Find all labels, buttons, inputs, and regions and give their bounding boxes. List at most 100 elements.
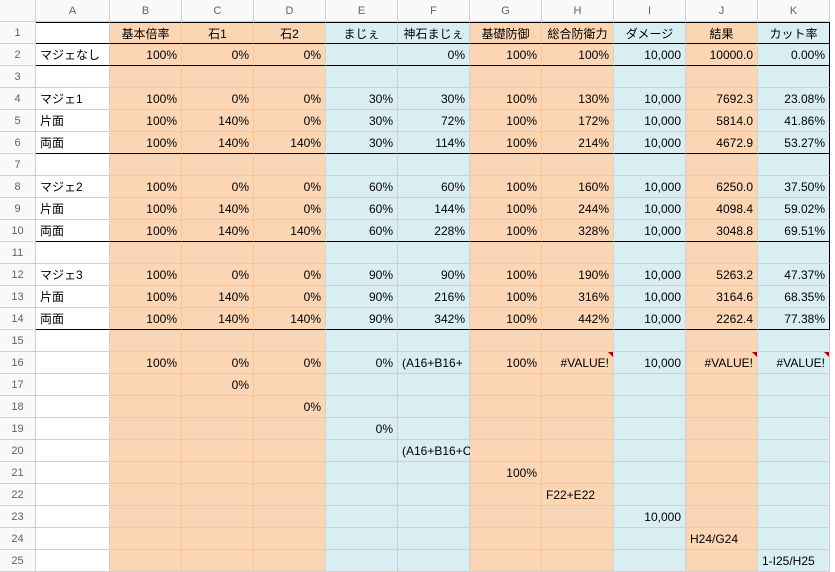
cell-K7[interactable] <box>758 154 830 176</box>
cell-C1[interactable]: 石1 <box>182 22 254 44</box>
cell-C18[interactable] <box>182 396 254 418</box>
row-header-19[interactable]: 19 <box>0 418 36 440</box>
cell-H13[interactable]: 316% <box>542 286 614 308</box>
cell-B21[interactable] <box>110 462 182 484</box>
cell-H5[interactable]: 172% <box>542 110 614 132</box>
row-header-20[interactable]: 20 <box>0 440 36 462</box>
cell-H18[interactable] <box>542 396 614 418</box>
spreadsheet-grid[interactable]: ABCDEFGHIJK1基本倍率石1石2まじぇ神石まじぇ基礎防御総合防衛力ダメー… <box>0 0 835 572</box>
cell-A24[interactable] <box>36 528 110 550</box>
row-header-24[interactable]: 24 <box>0 528 36 550</box>
cell-D14[interactable]: 140% <box>254 308 326 330</box>
cell-J19[interactable] <box>686 418 758 440</box>
cell-D10[interactable]: 140% <box>254 220 326 242</box>
row-header-25[interactable]: 25 <box>0 550 36 572</box>
row-header-11[interactable]: 11 <box>0 242 36 264</box>
cell-J24[interactable]: H24/G24 <box>686 528 758 550</box>
cell-E9[interactable]: 60% <box>326 198 398 220</box>
cell-K16[interactable]: #VALUE! <box>758 352 830 374</box>
cell-K25[interactable]: 1-I25/H25 <box>758 550 830 572</box>
cell-C23[interactable] <box>182 506 254 528</box>
cell-H23[interactable] <box>542 506 614 528</box>
cell-D9[interactable]: 0% <box>254 198 326 220</box>
cell-B13[interactable]: 100% <box>110 286 182 308</box>
row-header-10[interactable]: 10 <box>0 220 36 242</box>
cell-J22[interactable] <box>686 484 758 506</box>
cell-A18[interactable] <box>36 396 110 418</box>
cell-K12[interactable]: 47.37% <box>758 264 830 286</box>
cell-A12[interactable]: マジェ3 <box>36 264 110 286</box>
row-header-22[interactable]: 22 <box>0 484 36 506</box>
row-header-6[interactable]: 6 <box>0 132 36 154</box>
row-header-8[interactable]: 8 <box>0 176 36 198</box>
cell-B11[interactable] <box>110 242 182 264</box>
cell-K8[interactable]: 37.50% <box>758 176 830 198</box>
cell-I20[interactable] <box>614 440 686 462</box>
cell-I17[interactable] <box>614 374 686 396</box>
row-header-3[interactable]: 3 <box>0 66 36 88</box>
cell-K17[interactable] <box>758 374 830 396</box>
cell-K10[interactable]: 69.51% <box>758 220 830 242</box>
row-header-18[interactable]: 18 <box>0 396 36 418</box>
cell-A13[interactable]: 片面 <box>36 286 110 308</box>
cell-I23[interactable]: 10,000 <box>614 506 686 528</box>
cell-I12[interactable]: 10,000 <box>614 264 686 286</box>
cell-G14[interactable]: 100% <box>470 308 542 330</box>
cell-G5[interactable]: 100% <box>470 110 542 132</box>
cell-C8[interactable]: 0% <box>182 176 254 198</box>
cell-E1[interactable]: まじぇ <box>326 22 398 44</box>
cell-H8[interactable]: 160% <box>542 176 614 198</box>
cell-J7[interactable] <box>686 154 758 176</box>
cell-I24[interactable] <box>614 528 686 550</box>
cell-A9[interactable]: 片面 <box>36 198 110 220</box>
cell-K20[interactable] <box>758 440 830 462</box>
cell-I25[interactable] <box>614 550 686 572</box>
cell-H17[interactable] <box>542 374 614 396</box>
cell-F23[interactable] <box>398 506 470 528</box>
cell-D12[interactable]: 0% <box>254 264 326 286</box>
col-header-B[interactable]: B <box>110 0 182 22</box>
col-header-H[interactable]: H <box>542 0 614 22</box>
col-header-D[interactable]: D <box>254 0 326 22</box>
cell-K9[interactable]: 59.02% <box>758 198 830 220</box>
cell-J1[interactable]: 結果 <box>686 22 758 44</box>
cell-G12[interactable]: 100% <box>470 264 542 286</box>
cell-B6[interactable]: 100% <box>110 132 182 154</box>
cell-F17[interactable] <box>398 374 470 396</box>
cell-D21[interactable] <box>254 462 326 484</box>
cell-B17[interactable] <box>110 374 182 396</box>
col-header-J[interactable]: J <box>686 0 758 22</box>
cell-I19[interactable] <box>614 418 686 440</box>
cell-A17[interactable] <box>36 374 110 396</box>
cell-C2[interactable]: 0% <box>182 44 254 66</box>
cell-H10[interactable]: 328% <box>542 220 614 242</box>
cell-C10[interactable]: 140% <box>182 220 254 242</box>
cell-B8[interactable]: 100% <box>110 176 182 198</box>
col-header-K[interactable]: K <box>758 0 830 22</box>
cell-A7[interactable] <box>36 154 110 176</box>
cell-B25[interactable] <box>110 550 182 572</box>
cell-D8[interactable]: 0% <box>254 176 326 198</box>
cell-C4[interactable]: 0% <box>182 88 254 110</box>
cell-E24[interactable] <box>326 528 398 550</box>
cell-F10[interactable]: 228% <box>398 220 470 242</box>
cell-A5[interactable]: 片面 <box>36 110 110 132</box>
cell-C16[interactable]: 0% <box>182 352 254 374</box>
cell-G2[interactable]: 100% <box>470 44 542 66</box>
cell-A4[interactable]: マジェ1 <box>36 88 110 110</box>
cell-D20[interactable] <box>254 440 326 462</box>
cell-F18[interactable] <box>398 396 470 418</box>
cell-G1[interactable]: 基礎防御 <box>470 22 542 44</box>
cell-E15[interactable] <box>326 330 398 352</box>
cell-F8[interactable]: 60% <box>398 176 470 198</box>
cell-K14[interactable]: 77.38% <box>758 308 830 330</box>
cell-C9[interactable]: 140% <box>182 198 254 220</box>
cell-H9[interactable]: 244% <box>542 198 614 220</box>
cell-F13[interactable]: 216% <box>398 286 470 308</box>
cell-K4[interactable]: 23.08% <box>758 88 830 110</box>
cell-H14[interactable]: 442% <box>542 308 614 330</box>
cell-B3[interactable] <box>110 66 182 88</box>
cell-F6[interactable]: 114% <box>398 132 470 154</box>
cell-H22[interactable]: F22+E22 <box>542 484 614 506</box>
cell-H2[interactable]: 100% <box>542 44 614 66</box>
